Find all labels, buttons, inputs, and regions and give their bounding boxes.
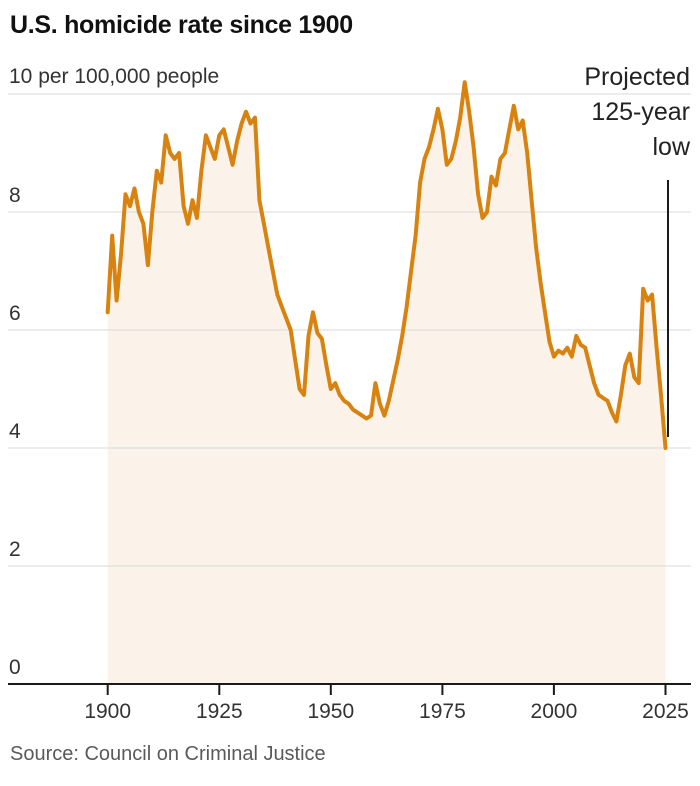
x-axis-label-2000: 2000 xyxy=(530,700,578,723)
y-axis-label-0: 0 xyxy=(9,656,21,679)
x-axis-label-1900: 1900 xyxy=(84,700,132,723)
gridlines xyxy=(8,93,691,567)
y-axis-label-6: 6 xyxy=(9,302,21,325)
y-axis-label-8: 8 xyxy=(9,184,21,207)
area-fill xyxy=(107,82,666,684)
y-axis-label-2: 2 xyxy=(9,538,21,561)
x-axis-label-1975: 1975 xyxy=(419,700,466,723)
y-axis-unit-label: 10 per 100,000 people xyxy=(9,65,220,88)
annotation-projected-low: Projected 125-year low xyxy=(584,60,690,165)
x-axis-label-1925: 1925 xyxy=(195,700,243,723)
x-axis-tick-marks xyxy=(106,685,667,695)
annotation-line-1: Projected xyxy=(584,63,690,91)
homicide-rate-line xyxy=(105,80,668,450)
x-axis-label-2025: 2025 xyxy=(642,700,689,723)
chart-title: U.S. homicide rate since 1900 xyxy=(10,11,353,39)
annotation-line-2: 125-year xyxy=(591,98,690,126)
annotation-line-3: low xyxy=(652,133,690,161)
y-axis-label-4: 4 xyxy=(9,420,21,443)
x-axis-label-1950: 1950 xyxy=(307,700,355,723)
source-note: Source: Council on Criminal Justice xyxy=(10,743,326,765)
